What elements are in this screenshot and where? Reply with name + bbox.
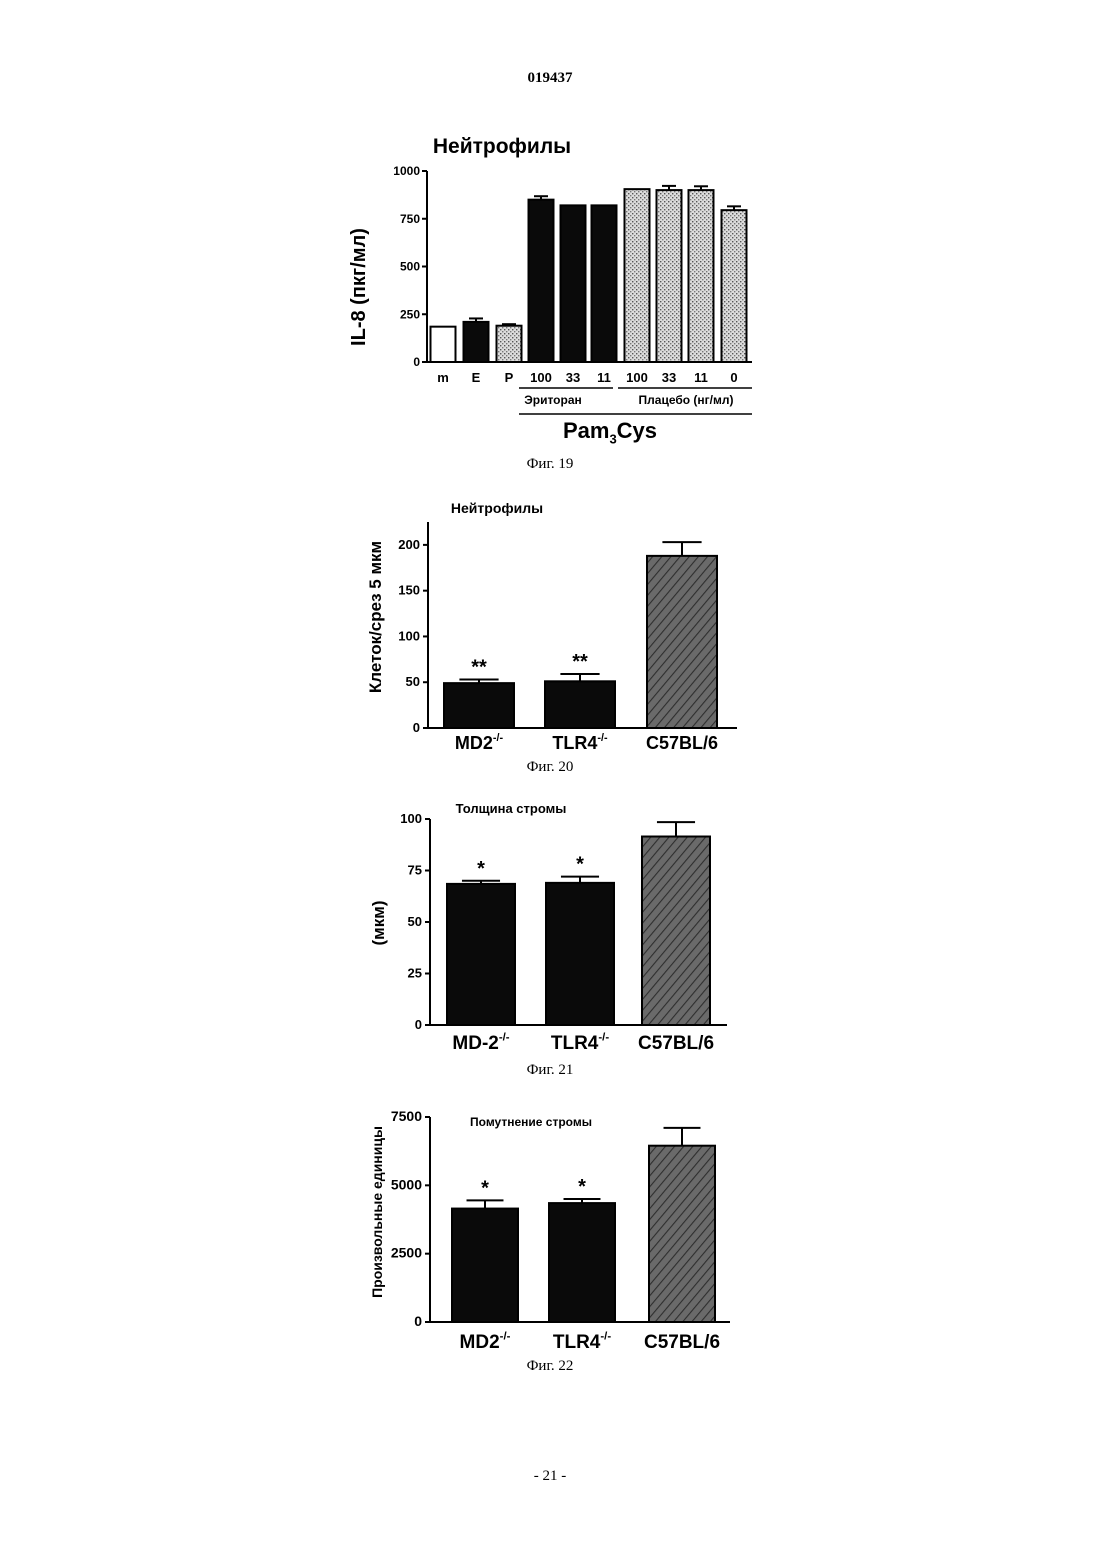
significance-marker: * <box>477 858 485 880</box>
x-tick-label: E <box>472 370 481 385</box>
y-tick-label: 0 <box>415 1017 422 1032</box>
bar <box>546 883 614 1025</box>
bar <box>689 190 714 362</box>
y-tick-label: 0 <box>413 720 420 735</box>
x-tick-label: MD-2-/- <box>452 1031 509 1054</box>
bar <box>549 1203 615 1322</box>
y-tick-label: 250 <box>400 307 420 321</box>
figure-20-chart: Нейтрофилы Клеток/срез 5 мкм 0 50 100 150 20… <box>0 495 1100 760</box>
group-label-eritoran: Эриторан <box>524 393 582 407</box>
y-axis-label: Произвольные единицы <box>369 1126 385 1298</box>
y-tick-label: 5000 <box>391 1176 422 1192</box>
bar <box>431 327 456 362</box>
bar <box>464 322 489 362</box>
x-tick-label: C57BL/6 <box>646 733 718 753</box>
y-tick-label: 75 <box>408 863 422 878</box>
figure-22-caption: Фиг. 22 <box>0 1358 1100 1375</box>
y-tick-label: 0 <box>413 355 420 369</box>
x-tick-label: C57BL/6 <box>644 1332 720 1353</box>
x-tick-label-sup: -/- <box>597 732 608 744</box>
x-tick-label: P <box>505 370 514 385</box>
bar <box>561 205 586 362</box>
x-tick-label-sup: -/- <box>493 732 504 744</box>
y-tick-label: 100 <box>398 628 420 643</box>
y-tick-label: 1000 <box>393 164 420 178</box>
x-tick-label-sup: -/- <box>500 1330 511 1342</box>
y-tick-label: 2500 <box>391 1245 422 1261</box>
bar <box>452 1209 518 1322</box>
x-tick-label-sup: -/- <box>499 1031 510 1043</box>
group-label-placebo: Плацебо (нг/мл) <box>639 393 734 407</box>
chart-title: Толщина стромы <box>456 801 567 816</box>
x-tick-label-sup: -/- <box>600 1330 611 1342</box>
figure-20-caption: Фиг. 20 <box>0 759 1100 776</box>
figure-19-caption: Фиг. 19 <box>0 456 1100 473</box>
y-tick-label: 150 <box>398 583 420 598</box>
chart-title: Нейтрофилы <box>451 500 543 516</box>
bar <box>722 210 747 362</box>
chart-title: Помутнение стромы <box>470 1115 592 1129</box>
x-tick-label: TLR4-/- <box>553 1330 611 1353</box>
significance-marker: * <box>578 1176 586 1198</box>
x-tick-label: m <box>437 370 449 385</box>
document-number: 019437 <box>0 70 1100 87</box>
y-tick-label: 25 <box>408 966 422 981</box>
x-tick-label: 11 <box>597 370 611 385</box>
x-tick-label: TLR4-/- <box>552 732 608 753</box>
significance-marker: ** <box>572 651 588 673</box>
bar <box>497 326 522 362</box>
y-tick-label: 500 <box>400 260 420 274</box>
x-tick-label: C57BL/6 <box>638 1033 714 1054</box>
y-tick-label: 7500 <box>391 1108 422 1124</box>
bar <box>657 190 682 362</box>
y-axis-label: IL-8 (пкг/мл) <box>348 228 370 346</box>
figure-19-chart: Нейтрофилы IL-8 (пкг/мл) 02505007501000 … <box>0 125 1100 425</box>
bar <box>447 884 515 1025</box>
x-tick-label: 33 <box>566 370 580 385</box>
significance-marker: * <box>481 1177 489 1199</box>
x-tick-label: 0 <box>730 370 737 385</box>
bar <box>529 200 554 362</box>
x-tick-label: TLR4-/- <box>551 1031 609 1054</box>
figure-22-chart: Помутнение стромы Произвольные единицы 0… <box>0 1100 1100 1370</box>
y-axis-label: Клеток/срез 5 мкм <box>366 541 385 693</box>
x-tick-label-sup: -/- <box>598 1031 609 1043</box>
y-tick-label: 100 <box>400 811 422 826</box>
x-tick-label: 100 <box>626 370 648 385</box>
y-tick-label: 50 <box>408 914 422 929</box>
figure-21-caption: Фиг. 21 <box>0 1062 1100 1079</box>
significance-marker: ** <box>471 656 487 678</box>
bar <box>647 556 717 728</box>
x-tick-label: MD2-/- <box>460 1330 511 1353</box>
x-tick-label: MD2-/- <box>455 732 504 753</box>
x-tick-label: 100 <box>530 370 552 385</box>
y-tick-label: 750 <box>400 212 420 226</box>
y-tick-label: 50 <box>406 674 420 689</box>
y-tick-label: 200 <box>398 537 420 552</box>
significance-marker: * <box>576 854 584 876</box>
bar <box>545 681 615 728</box>
page-footer: - 21 - <box>0 1468 1100 1485</box>
bar <box>444 683 514 728</box>
bar <box>649 1146 715 1322</box>
y-axis-label: (мкм) <box>369 901 388 946</box>
x-tick-label: 33 <box>662 370 676 385</box>
figure-21-chart: Толщина стромы (мкм) 0 25 50 75 100 * * MD-2-… <box>0 795 1100 1065</box>
pam3cys-label: Pam3Cys <box>540 418 680 446</box>
bar <box>642 837 710 1025</box>
bar <box>592 205 617 362</box>
bar <box>625 189 650 362</box>
y-tick-label: 0 <box>414 1313 422 1329</box>
x-tick-label: 11 <box>694 370 708 385</box>
chart-title: Нейтрофилы <box>433 135 571 158</box>
